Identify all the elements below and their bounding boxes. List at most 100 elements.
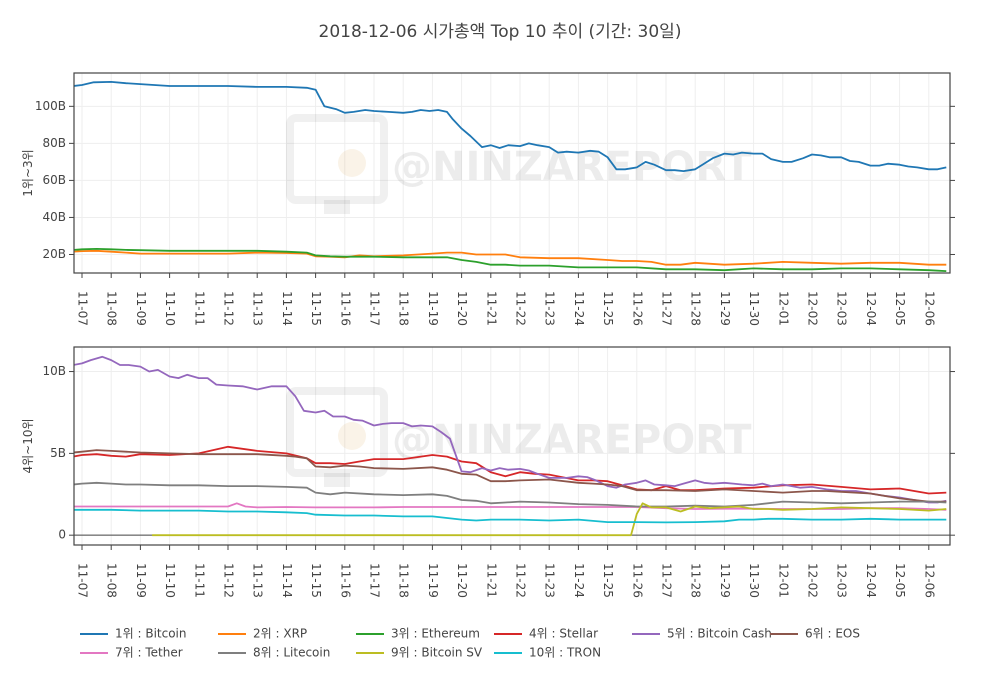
watermark: @NINZAREPORT <box>286 114 752 214</box>
x-tick-label: 11-08 <box>105 563 119 598</box>
legend-label: 5위 : Bitcoin Cash <box>667 627 772 641</box>
x-tick-label: 11-16 <box>338 291 352 326</box>
legend-label: 1위 : Bitcoin <box>115 627 187 641</box>
x-tick-label: 12-01 <box>776 291 790 326</box>
x-tick-label: 11-10 <box>163 563 177 598</box>
legend: 1위 : Bitcoin 2위 : XRP 3위 : Ethereum 4위 : St… <box>80 627 860 660</box>
x-tick-label: 12-05 <box>893 291 907 326</box>
x-tick-label: 11-19 <box>426 563 440 598</box>
x-tick-label: 11-17 <box>368 563 382 598</box>
panel-2: 11-07 11-08 11-09 11-10 11-11 11-12 11-13 11-14… <box>21 346 955 598</box>
x-tick-label: 11-18 <box>397 563 411 598</box>
legend-label: 6위 : EOS <box>805 627 860 641</box>
x-tick-label: 11-29 <box>718 291 732 326</box>
watermark-text: @NINZAREPORT <box>392 417 752 463</box>
x-tick-label: 11-22 <box>514 291 528 326</box>
x-tick-label: 11-11 <box>192 563 206 598</box>
legend-item[interactable]: 3위 : Ethereum <box>356 627 480 641</box>
legend-label: 9위 : Bitcoin SV <box>391 646 483 660</box>
y-tick-label: 60B <box>42 173 66 187</box>
x-tick-label: 11-26 <box>630 291 644 326</box>
watermark-pie-icon <box>338 422 366 450</box>
legend-item[interactable]: 2위 : XRP <box>218 627 307 641</box>
x-tick-label: 11-16 <box>338 563 352 598</box>
x-tick-label: 11-14 <box>280 291 294 326</box>
x-tick-label: 11-27 <box>660 291 674 326</box>
series-line-bitcoin-cash <box>74 355 947 504</box>
y-tick-label: 40B <box>42 210 66 224</box>
x-tick-label: 11-21 <box>484 291 498 326</box>
y-tick-label: 0 <box>58 528 66 542</box>
x-tick-label: 11-25 <box>601 291 615 326</box>
legend-label: 4위 : Stellar <box>529 627 598 641</box>
x-tick-label: 11-12 <box>222 563 236 598</box>
panel-1: 11-07 11-08 11-09 11-10 11-11 11-12 11-13 11-14… <box>21 72 955 326</box>
series-line-ethereum <box>74 247 947 272</box>
x-tick-label: 12-03 <box>835 291 849 326</box>
watermark-monitor-icon <box>286 114 388 204</box>
legend-item[interactable]: 4위 : Stellar <box>494 627 598 641</box>
legend-item[interactable]: 1위 : Bitcoin <box>80 627 187 641</box>
x-tick-label: 11-25 <box>601 563 615 598</box>
y-axis-title: 4위~10위 <box>21 418 35 473</box>
x-tick-label: 11-10 <box>163 291 177 326</box>
series-line-tron <box>74 508 947 524</box>
x-tick-label: 11-09 <box>134 563 148 598</box>
x-tick-label: 11-28 <box>689 563 703 598</box>
x-tick-label: 12-02 <box>806 563 820 598</box>
y-axis-title: 1위~3위 <box>21 149 35 196</box>
series-line-litecoin <box>74 481 947 508</box>
legend-item[interactable]: 6위 : EOS <box>770 627 860 641</box>
legend-item[interactable]: 10위 : TRON <box>494 646 601 660</box>
x-tick-label: 12-02 <box>806 291 820 326</box>
x-tick-label: 12-03 <box>835 563 849 598</box>
legend-item[interactable]: 7위 : Tether <box>80 646 183 660</box>
legend-label: 10위 : TRON <box>529 646 601 660</box>
x-tick-label: 11-11 <box>192 291 206 326</box>
y-tick-label: 20B <box>42 247 66 261</box>
legend-label: 3위 : Ethereum <box>391 627 480 641</box>
x-tick-label: 12-06 <box>922 291 936 326</box>
series-line-bitcoin <box>74 81 947 173</box>
legend-label: 8위 : Litecoin <box>253 646 330 660</box>
x-tick-label: 11-18 <box>397 291 411 326</box>
plot-frame <box>73 72 951 274</box>
x-tick-label: 11-29 <box>718 563 732 598</box>
x-tick-label: 12-05 <box>893 563 907 598</box>
series-line-xrp <box>74 249 947 266</box>
x-tick-label: 11-24 <box>572 291 586 326</box>
x-tick-label: 11-13 <box>251 291 265 326</box>
y-tick-label: 10B <box>42 364 66 378</box>
watermark-monitor-stand <box>324 200 350 214</box>
x-tick-label: 12-04 <box>864 563 878 598</box>
x-tick-label: 11-26 <box>630 563 644 598</box>
legend-label: 7위 : Tether <box>115 646 183 660</box>
x-tick-label: 11-12 <box>222 291 236 326</box>
x-tick-label: 11-20 <box>455 291 469 326</box>
plot-frame <box>73 346 951 546</box>
x-tick-label: 11-07 <box>76 291 90 326</box>
y-tick-label: 5B <box>50 446 66 460</box>
x-tick-label: 11-23 <box>543 291 557 326</box>
x-tick-label: 12-04 <box>864 291 878 326</box>
y-tick-label: 100B <box>35 99 66 113</box>
legend-item[interactable]: 5위 : Bitcoin Cash <box>632 627 772 641</box>
x-tick-label: 11-30 <box>747 291 761 326</box>
x-tick-label: 11-27 <box>660 563 674 598</box>
chart-title: 2018-12-06 시가총액 Top 10 추이 (기간: 30일) <box>319 22 682 42</box>
series-line-eos <box>74 449 947 503</box>
legend-item[interactable]: 8위 : Litecoin <box>218 646 330 660</box>
x-tick-label: 11-17 <box>368 291 382 326</box>
x-tick-label: 11-07 <box>76 563 90 598</box>
watermark-monitor-icon <box>286 387 388 477</box>
x-tick-label: 11-24 <box>572 563 586 598</box>
series-line-bitcoin-sv <box>152 502 947 537</box>
x-tick-label: 11-28 <box>689 291 703 326</box>
x-tick-label: 11-14 <box>280 563 294 598</box>
legend-item[interactable]: 9위 : Bitcoin SV <box>356 646 483 660</box>
x-tick-label: 12-06 <box>922 563 936 598</box>
x-tick-label: 11-20 <box>455 563 469 598</box>
x-tick-label: 11-30 <box>747 563 761 598</box>
legend-label: 2위 : XRP <box>253 627 307 641</box>
